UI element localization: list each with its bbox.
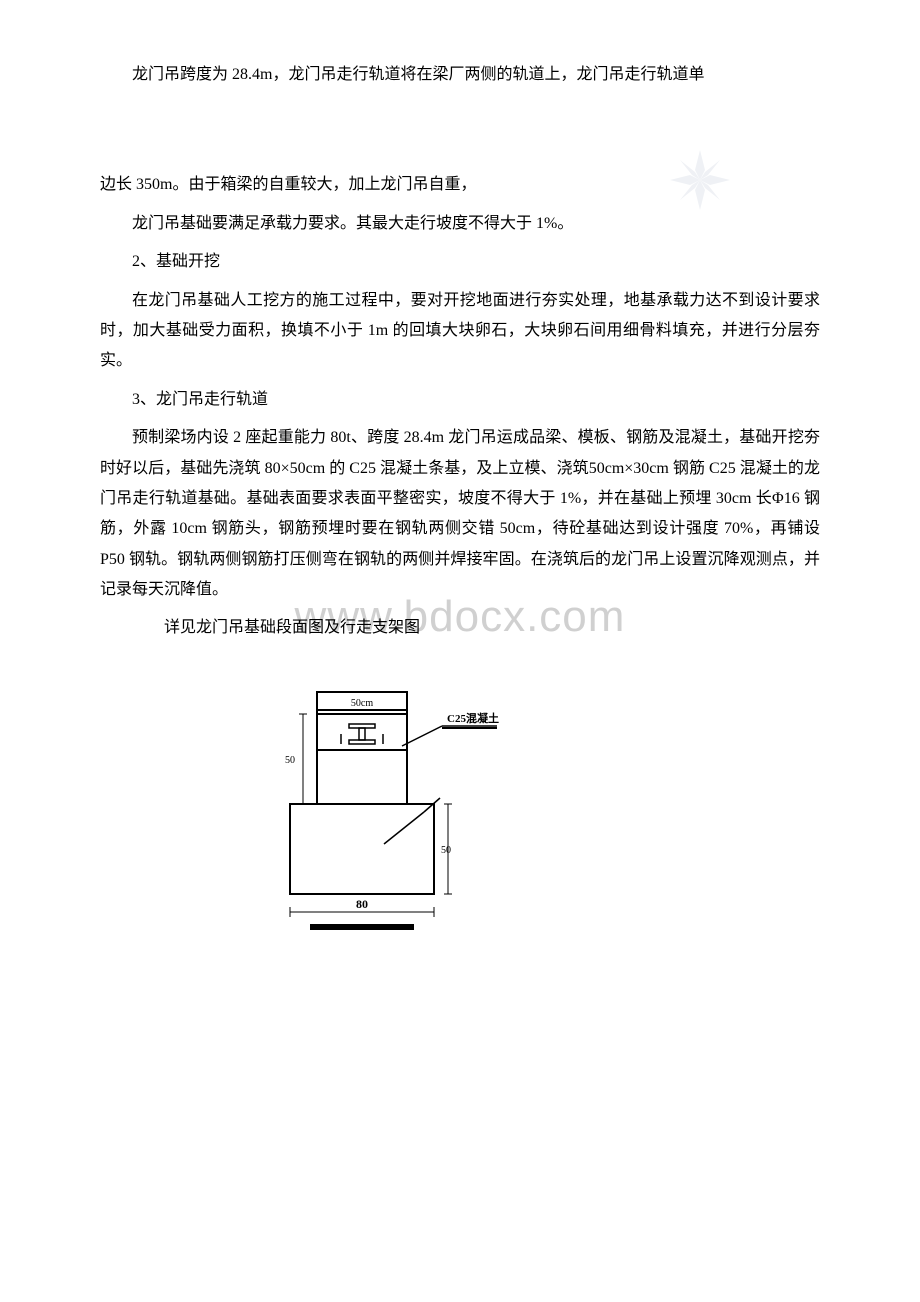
svg-text:C25混凝土: C25混凝土: [447, 711, 499, 725]
svg-text:50cm: 50cm: [351, 698, 373, 709]
heading-3: 3、龙门吊走行轨道: [100, 385, 820, 415]
svg-text:80: 80: [356, 897, 368, 911]
svg-text:50: 50: [285, 755, 295, 766]
cross-section-diagram: 50cm 50 C25混凝土 50 80: [240, 664, 520, 1015]
paragraph-1: 龙门吊跨度为 28.4m，龙门吊走行轨道将在梁厂两侧的轨道上，龙门吊走行轨道单: [100, 60, 820, 90]
paragraph-2: 边长 350m。由于箱梁的自重较大，加上龙门吊自重，: [100, 170, 820, 200]
paragraph-6: 详见龙门吊基础段面图及行走支架图: [100, 613, 820, 643]
document-content: 龙门吊跨度为 28.4m，龙门吊走行轨道将在梁厂两侧的轨道上，龙门吊走行轨道单 …: [100, 60, 820, 1015]
paragraph-4: 在龙门吊基础人工挖方的施工过程中，要对开挖地面进行夯实处理，地基承载力达不到设计…: [100, 286, 820, 377]
svg-text:50: 50: [441, 845, 451, 856]
paragraph-3: 龙门吊基础要满足承载力要求。其最大走行坡度不得大于 1%。: [100, 209, 820, 239]
heading-2: 2、基础开挖: [100, 247, 820, 277]
paragraph-5: 预制梁场内设 2 座起重能力 80t、跨度 28.4m 龙门吊运成品梁、模板、钢…: [100, 423, 820, 605]
